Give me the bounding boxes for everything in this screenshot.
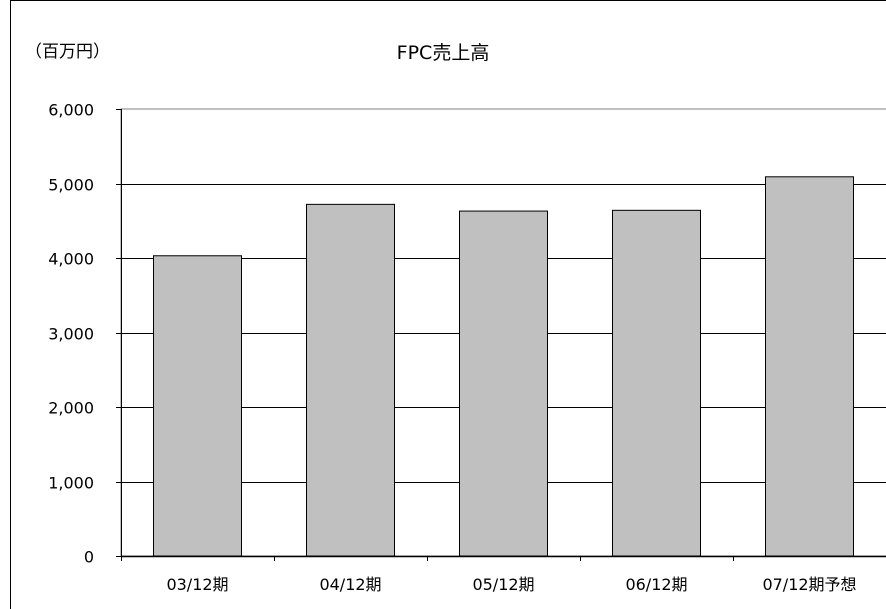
y-tick-label: 6,000 xyxy=(48,101,94,120)
y-tick-label: 5,000 xyxy=(48,176,94,195)
bar xyxy=(765,176,854,557)
x-tick-label: 05/12期 xyxy=(472,575,534,594)
y-tick-label: 3,000 xyxy=(48,325,94,344)
bar xyxy=(153,255,242,557)
bar xyxy=(612,209,701,557)
bar xyxy=(306,203,395,557)
x-tick-label: 06/12期 xyxy=(625,575,687,594)
y-tick-label: 2,000 xyxy=(48,399,94,418)
y-tick-label: 1,000 xyxy=(48,474,94,493)
x-tick-label: 07/12期予想 xyxy=(762,575,856,594)
chart-title: FPC売上高 xyxy=(396,42,490,64)
bar xyxy=(459,210,548,557)
x-tick-label: 03/12期 xyxy=(166,575,228,594)
y-tick-label: 0 xyxy=(84,548,94,567)
x-tick-label: 04/12期 xyxy=(319,575,381,594)
y-tick-label: 4,000 xyxy=(48,250,94,269)
y-unit-label: （百万円） xyxy=(25,42,110,62)
